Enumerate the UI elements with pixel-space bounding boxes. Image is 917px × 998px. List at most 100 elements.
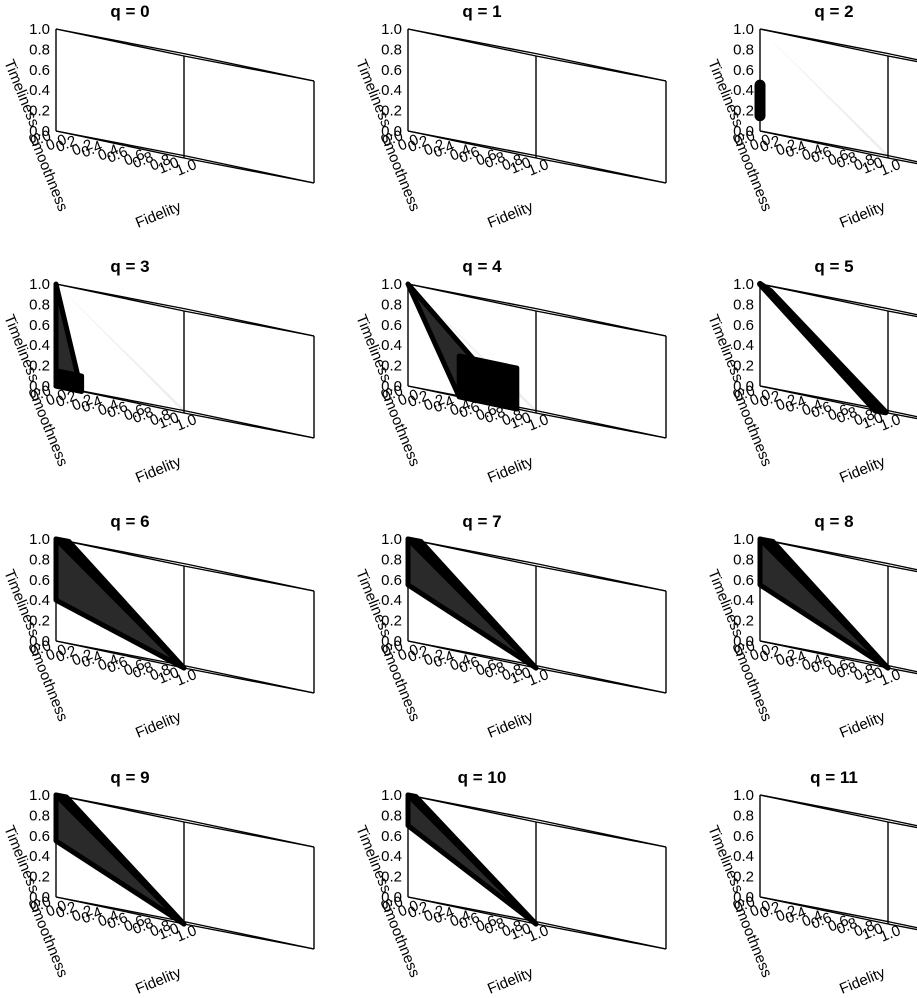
- x-axis-title: Fidelity: [133, 964, 184, 998]
- x-tick-label: 1.0: [525, 922, 551, 946]
- z-tick-label: 0.8: [733, 296, 754, 313]
- box-edge: [759, 283, 891, 310]
- box-edge: [537, 155, 667, 184]
- y-tick-label: 0.2: [405, 132, 431, 156]
- z-tick-label: 1.0: [733, 531, 754, 548]
- z-tick-label: 0.2: [29, 358, 50, 375]
- x-tick-label: 0.6: [825, 401, 851, 425]
- y-tick-label: 1.0: [156, 409, 182, 433]
- z-tick-label: 0.6: [733, 62, 754, 79]
- x-tick-label: 0.8: [499, 406, 525, 430]
- x-tick-label: 0.0: [747, 641, 773, 665]
- y-tick-label: 0.0: [380, 382, 406, 406]
- z-tick-label: 0.4: [381, 592, 402, 609]
- x-axis-title: Fidelity: [837, 964, 888, 998]
- x-axis-title: Fidelity: [837, 453, 888, 487]
- panel-title: q = 8: [814, 512, 853, 531]
- y-tick-label: 0.8: [482, 915, 508, 939]
- z-tick-label: 0.4: [733, 848, 754, 865]
- y-tick-label: 0.6: [809, 653, 835, 677]
- x-tick-label: 1.0: [525, 156, 551, 180]
- z-tick-label: 0.4: [29, 82, 50, 99]
- y-tick-label: 0.6: [809, 398, 835, 422]
- x-tick-label: 0.2: [773, 902, 799, 926]
- y-tick-label: 0.4: [79, 648, 105, 672]
- box-edge: [537, 563, 667, 592]
- x-tick-label: 1.0: [173, 411, 199, 435]
- x-tick-label: 0.4: [95, 651, 121, 675]
- y-tick-label: 1.0: [860, 409, 886, 433]
- panel: q = 110.00.20.40.60.81.00.0 0.2 0.4 0.6 0.8 1…: [704, 768, 917, 998]
- y-tick-label: 0.8: [130, 659, 156, 683]
- y-tick-label: 0.4: [783, 138, 809, 162]
- z-tick-label: 0.0: [29, 889, 50, 906]
- y-tick-label: 0.4: [431, 138, 457, 162]
- y-tick-label: 0.2: [53, 642, 79, 666]
- x-tick-label: 0.4: [799, 396, 825, 420]
- y-tick-label: 0.8: [130, 149, 156, 173]
- z-tick-label: 0.2: [29, 103, 50, 120]
- z-tick-label: 0.8: [733, 41, 754, 58]
- panel-title: q = 7: [462, 512, 501, 531]
- y-tick-label: 0.2: [405, 387, 431, 411]
- box-edge: [887, 565, 917, 573]
- y-tick-label: 0.4: [79, 904, 105, 928]
- y-tick-label: 0.8: [130, 915, 156, 939]
- z-tick-label: 0.6: [29, 572, 50, 589]
- x-axis-title: Fidelity: [837, 198, 888, 232]
- z-tick-label: 0.6: [733, 828, 754, 845]
- y-tick-label: 0.0: [380, 127, 406, 151]
- x-tick-label: 0.2: [773, 136, 799, 160]
- box-edge: [185, 819, 315, 848]
- x-tick-label: 0.6: [825, 912, 851, 936]
- x-tick-label: 1.0: [877, 666, 903, 690]
- x-axis-title: Fidelity: [485, 964, 536, 998]
- box-edge: [407, 640, 539, 667]
- z-tick-label: 0.0: [381, 378, 402, 395]
- x-tick-label: 0.2: [773, 646, 799, 670]
- x-tick-label: 0.6: [473, 912, 499, 936]
- box-edge: [887, 821, 917, 829]
- panel: q = 10.00.20.40.60.81.00.0 0.2 0.4 0.6 0.8 1.…: [352, 2, 667, 232]
- y-tick-label: 1.0: [156, 664, 182, 688]
- z-tick-label: 0.8: [29, 551, 50, 568]
- x-axis-title: Fidelity: [485, 198, 536, 232]
- z-tick-label: 0.4: [29, 592, 50, 609]
- box-edge: [759, 794, 891, 821]
- x-axis-title: Fidelity: [133, 198, 184, 232]
- panel: q = 50.00.20.40.60.81.00.0 0.2 0.4 0.6 0.8 1.…: [704, 257, 917, 487]
- z-tick-label: 0.6: [381, 572, 402, 589]
- box-edge: [185, 410, 315, 439]
- z-tick-label: 1.0: [29, 276, 50, 293]
- box-edge: [537, 410, 667, 439]
- panel-title: q = 10: [458, 768, 507, 787]
- x-tick-label: 1.0: [877, 156, 903, 180]
- y-tick-label: 0.0: [732, 127, 758, 151]
- panel-title: q = 5: [814, 257, 853, 276]
- y-tick-label: 0.6: [105, 398, 131, 422]
- z-tick-label: 0.2: [733, 869, 754, 886]
- x-axis-title: Fidelity: [485, 708, 536, 742]
- panel-title: q = 4: [462, 257, 502, 276]
- y-tick-label: 1.0: [860, 664, 886, 688]
- box-edge: [55, 896, 187, 923]
- x-tick-label: 0.8: [147, 151, 173, 175]
- panel-title: q = 9: [110, 768, 149, 787]
- x-tick-label: 0.0: [43, 897, 69, 921]
- x-tick-label: 0.0: [395, 131, 421, 155]
- z-tick-label: 0.6: [733, 317, 754, 334]
- x-tick-label: 0.8: [147, 917, 173, 941]
- panel: q = 30.00.20.40.60.81.00.0 0.2 0.4 0.6 0.8 1.…: [0, 257, 315, 487]
- box-edge: [185, 53, 315, 82]
- y-tick-label: 0.2: [757, 387, 783, 411]
- y-tick-label: 0.8: [834, 915, 860, 939]
- x-tick-label: 0.6: [121, 912, 147, 936]
- x-axis-title: Fidelity: [837, 708, 888, 742]
- box-edge: [759, 538, 891, 565]
- box-edge: [185, 921, 315, 950]
- z-tick-label: 0.8: [733, 807, 754, 824]
- x-tick-label: 0.8: [147, 661, 173, 685]
- y-tick-label: 1.0: [508, 920, 534, 944]
- z-tick-label: 0.4: [733, 592, 754, 609]
- region-surface: [405, 792, 539, 927]
